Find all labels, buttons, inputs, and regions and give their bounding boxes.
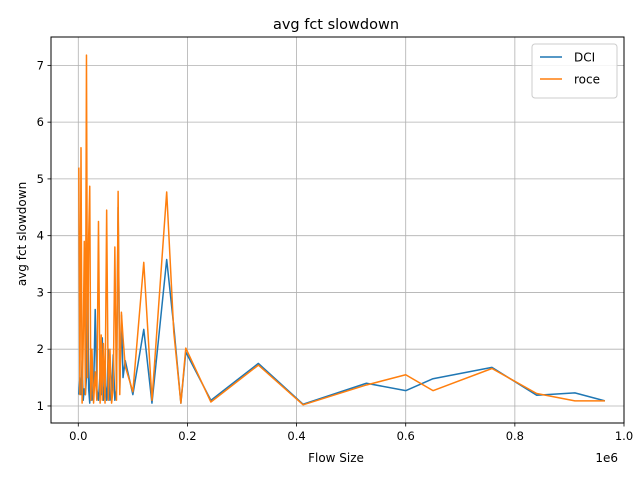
x-tick-label: 1.0 bbox=[615, 429, 633, 443]
x-tick-label: 0.6 bbox=[397, 429, 415, 443]
plot-frame bbox=[50, 36, 625, 424]
x-tick-label: 0.0 bbox=[69, 429, 87, 443]
x-tick-label: 0.8 bbox=[506, 429, 524, 443]
x-tick-label: 0.4 bbox=[287, 429, 305, 443]
y-tick-label: 3 bbox=[37, 285, 44, 299]
chart-title: avg fct slowdown bbox=[273, 17, 399, 33]
legend: DCI roce bbox=[531, 43, 618, 99]
y-axis-label: avg fct slowdown bbox=[15, 182, 29, 286]
y-tick-label: 6 bbox=[37, 115, 44, 129]
y-tick-label: 2 bbox=[37, 342, 44, 356]
x-axis: 0.0 0.2 0.4 0.6 0.8 1.0 bbox=[69, 423, 633, 443]
y-tick-label: 5 bbox=[37, 172, 44, 186]
plot-lines bbox=[78, 54, 606, 406]
series-line-roce bbox=[78, 54, 605, 406]
y-tick-label: 7 bbox=[37, 58, 44, 72]
y-tick-label: 4 bbox=[37, 229, 44, 243]
legend-label-roce: roce bbox=[574, 73, 600, 87]
y-tick-label: 1 bbox=[37, 399, 44, 413]
legend-label-dci: DCI bbox=[574, 51, 595, 65]
x-axis-offset-label: 1e6 bbox=[595, 451, 618, 465]
y-axis: 1 2 3 4 5 6 7 bbox=[37, 58, 51, 413]
x-axis-label: Flow Size bbox=[308, 451, 364, 465]
x-tick-label: 0.2 bbox=[178, 429, 196, 443]
